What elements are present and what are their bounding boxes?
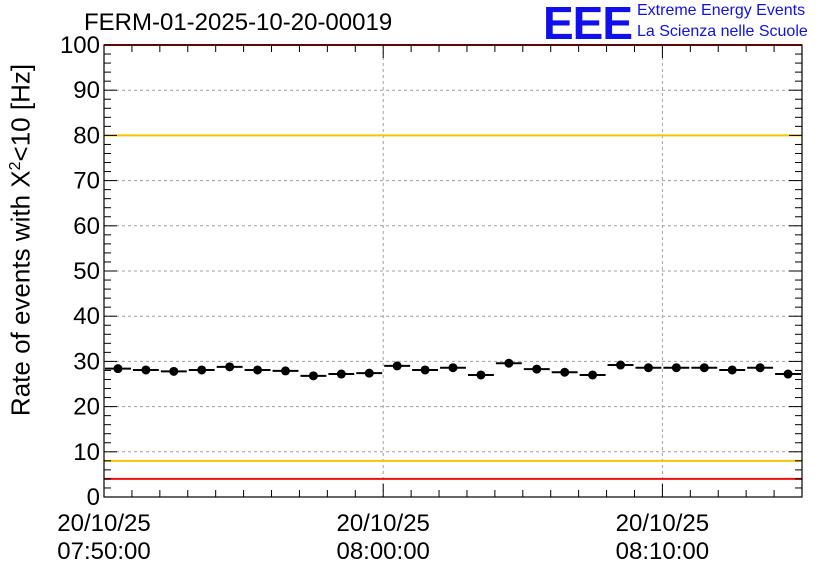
x-tick-label-time: 08:00:00 xyxy=(336,538,430,565)
y-tick-label: 70 xyxy=(73,168,100,195)
data-point xyxy=(755,363,765,373)
x-tick-label-time: 08:10:00 xyxy=(615,538,710,565)
data-point xyxy=(420,365,430,375)
data-point xyxy=(671,363,681,373)
data-point xyxy=(448,363,458,373)
x-tick-label-time: 07:50:00 xyxy=(57,538,151,565)
x-tick-label: 20/10/25 07:50:00 xyxy=(34,510,174,566)
data-point xyxy=(364,368,374,378)
data-point xyxy=(643,363,653,373)
y-axis-label-sup: 2 xyxy=(6,161,24,171)
y-tick-label: 40 xyxy=(73,303,100,330)
y-tick-label: 50 xyxy=(73,258,100,285)
y-tick-label: 60 xyxy=(73,213,100,240)
data-point xyxy=(532,364,542,374)
data-point xyxy=(727,365,737,375)
y-tick-label: 80 xyxy=(73,122,100,149)
logo-line-1: Extreme Energy Events xyxy=(637,2,806,19)
data-point xyxy=(476,370,486,380)
data-point xyxy=(560,367,570,377)
y-tick-label: 30 xyxy=(73,348,100,375)
data-point xyxy=(169,366,179,376)
y-axis-label: Rate of events with X2<10 [Hz] xyxy=(6,64,37,416)
data-point xyxy=(699,363,709,373)
y-axis-label-tail: <10 [Hz] xyxy=(5,63,36,162)
data-point xyxy=(616,360,626,370)
data-point xyxy=(336,369,346,379)
y-tick-label: 0 xyxy=(87,484,100,511)
logo-line-2: La Scienza nelle Scuole xyxy=(637,23,808,40)
x-tick-label: 20/10/25 08:10:00 xyxy=(592,510,732,566)
y-axis-label-main: Rate of events with X xyxy=(5,170,36,417)
x-tick-label-date: 20/10/25 xyxy=(615,510,710,537)
data-point xyxy=(504,358,514,368)
y-tick-label: 20 xyxy=(73,394,100,421)
data-point xyxy=(280,366,290,376)
data-point xyxy=(783,369,793,379)
data-point xyxy=(225,362,235,372)
data-point xyxy=(113,364,123,374)
x-tick-label-date: 20/10/25 xyxy=(57,510,151,537)
y-tick-label: 10 xyxy=(73,439,100,466)
data-point xyxy=(197,365,207,375)
data-point xyxy=(141,365,151,375)
data-point xyxy=(392,361,402,371)
data-point xyxy=(588,370,598,380)
x-tick-label: 20/10/25 08:00:00 xyxy=(313,510,453,566)
data-point xyxy=(253,365,263,375)
y-tick-label: 90 xyxy=(73,77,100,104)
chart-title: FERM-01-2025-10-20-00019 xyxy=(84,9,393,36)
x-tick-label-date: 20/10/25 xyxy=(336,510,430,537)
y-tick-label: 100 xyxy=(60,32,100,59)
data-point xyxy=(308,371,318,381)
eee-logo-mark: EEE xyxy=(543,0,633,49)
